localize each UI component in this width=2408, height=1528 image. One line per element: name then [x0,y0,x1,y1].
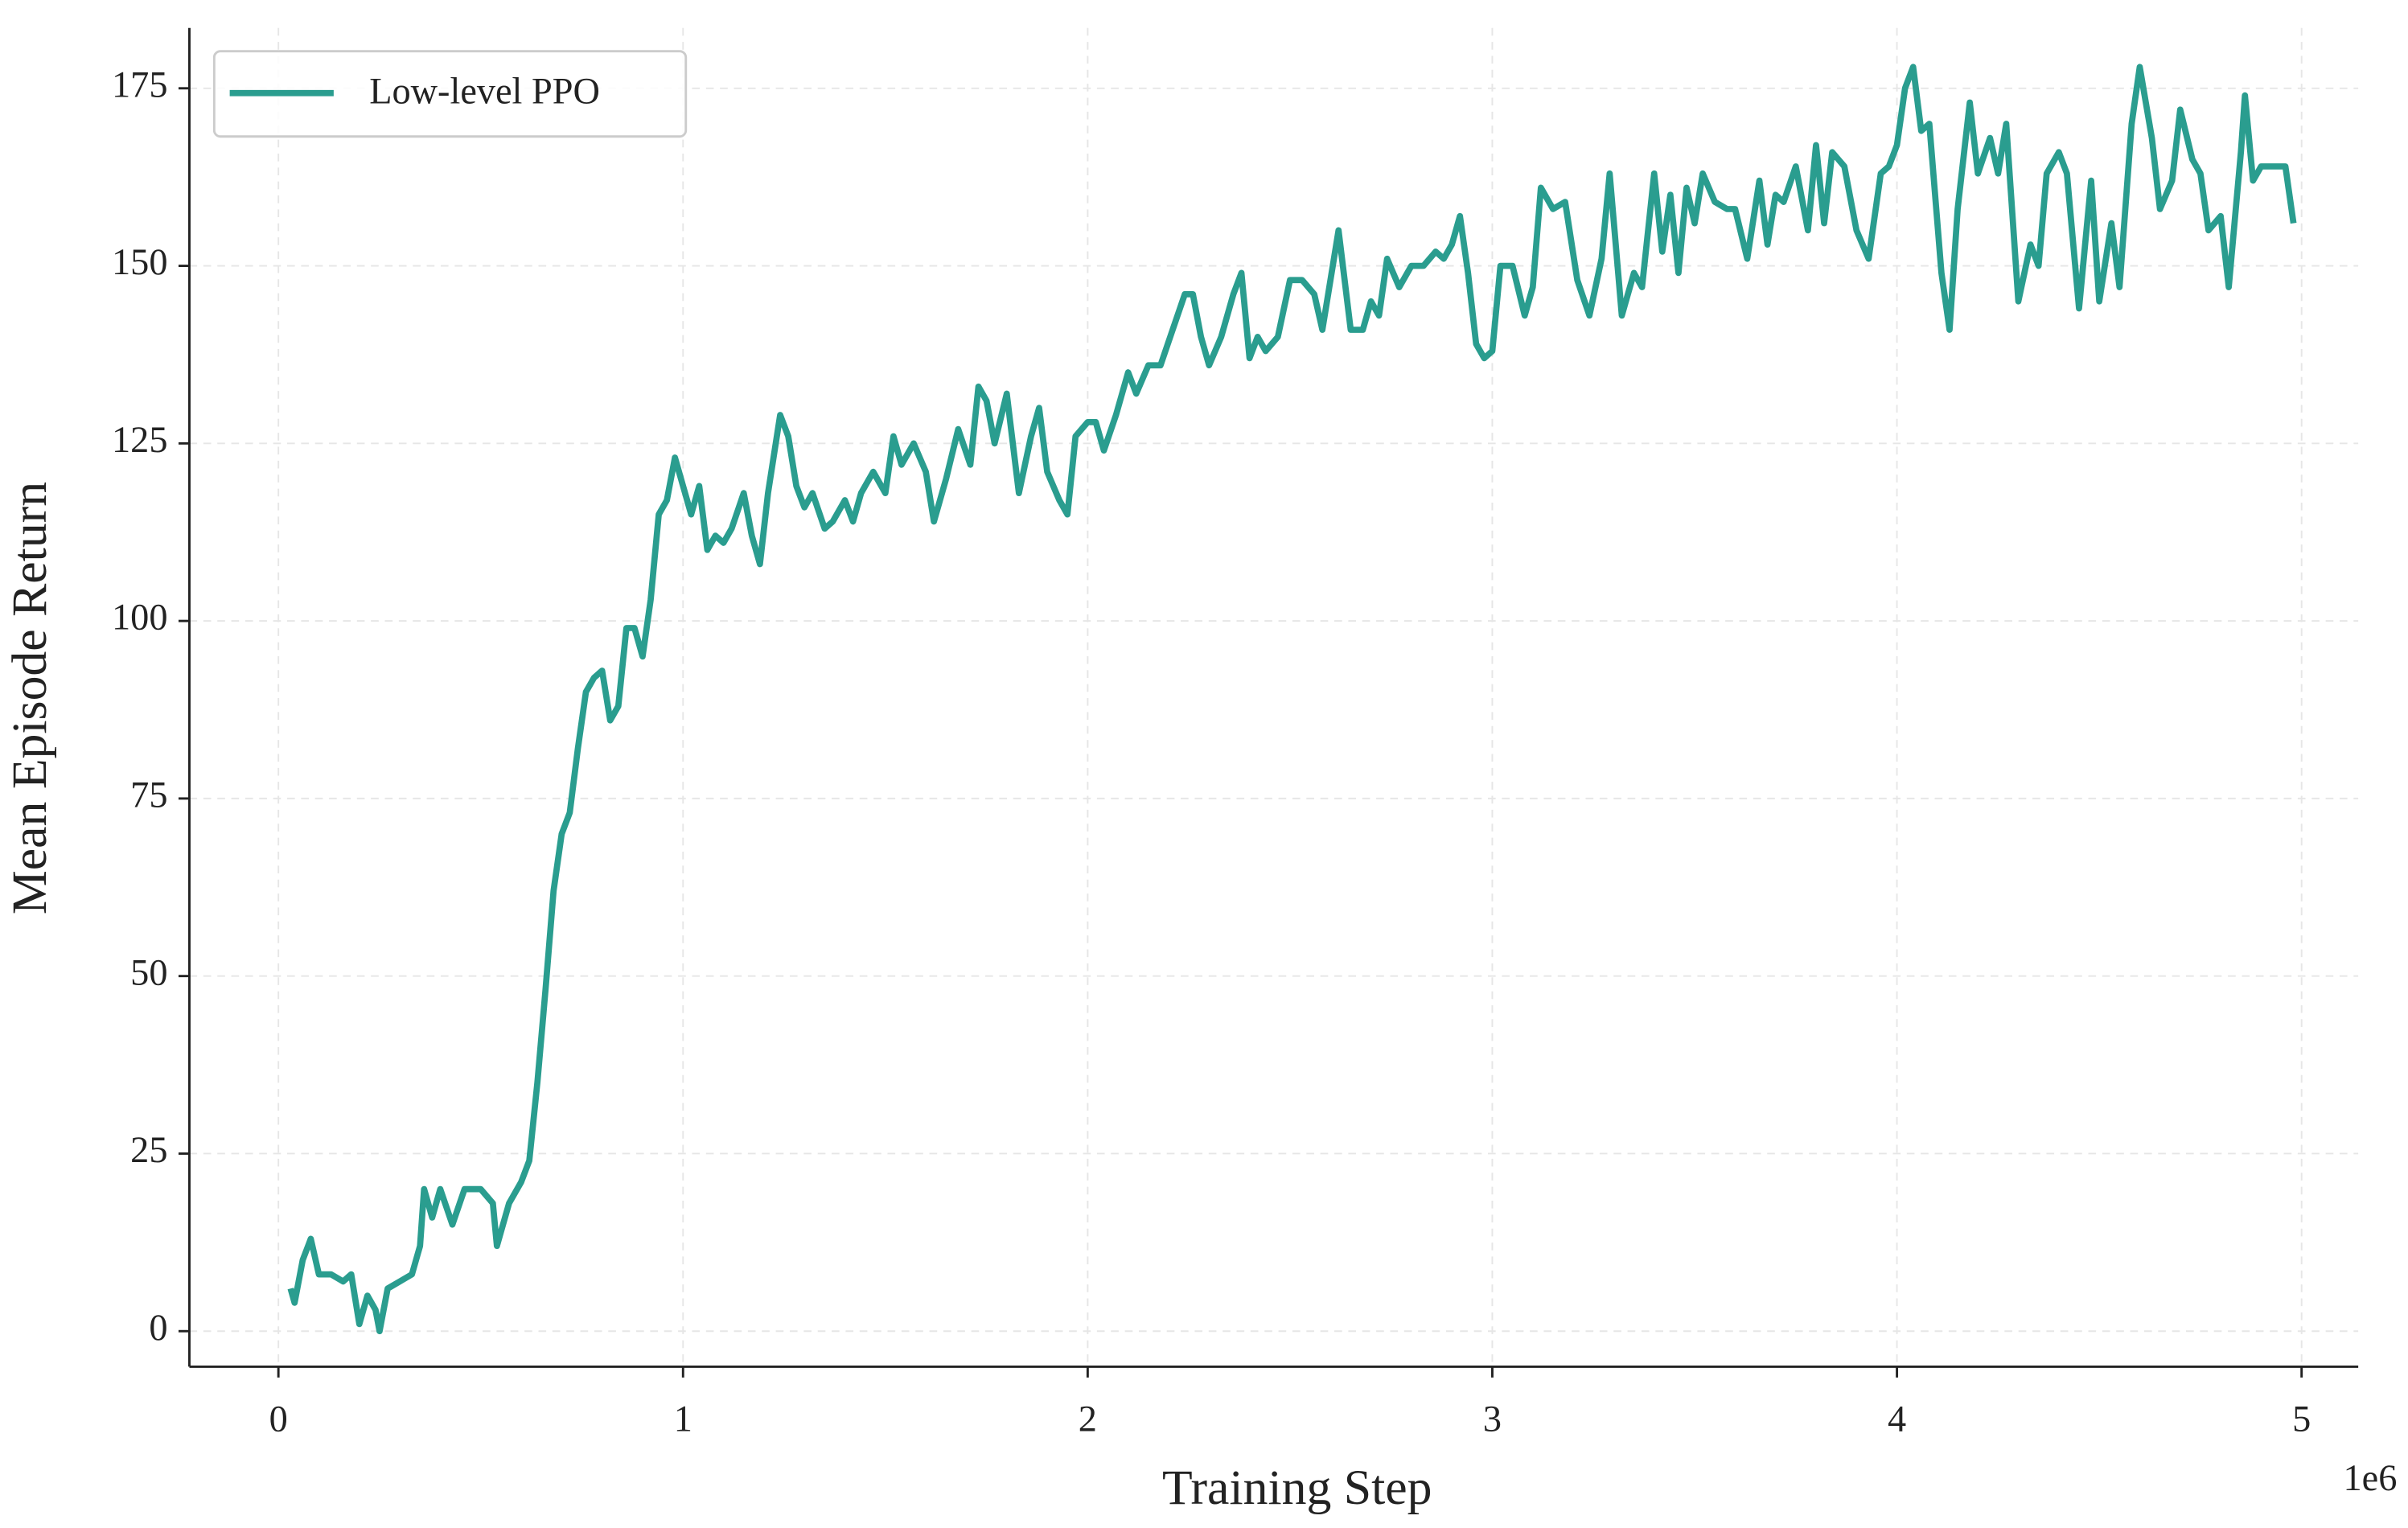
y-axis-label: Mean Episode Return [2,482,57,914]
y-tick-label: 150 [112,242,167,283]
y-tick-label: 75 [130,775,167,816]
series-line [287,64,2297,1335]
y-tick-label: 100 [112,598,167,639]
y-tick-label: 175 [112,64,167,105]
y-tick-label: 125 [112,420,167,461]
legend-label: Low-level PPO [369,71,600,112]
x-axis-label: Training Step [1162,1460,1432,1515]
legend-box [212,50,688,138]
x-tick-label: 0 [269,1399,288,1440]
x-offset-label: 1e6 [2344,1458,2398,1499]
x-tick-label: 4 [1888,1399,1906,1440]
y-tick-label: 50 [130,952,167,993]
x-tick-label: 2 [1079,1399,1097,1440]
x-tick-label: 5 [2292,1399,2311,1440]
x-tick-label: 1 [674,1399,692,1440]
y-tick-label: 25 [130,1130,167,1171]
x-tick-label: 3 [1483,1399,1502,1440]
y-tick-label: 0 [149,1308,167,1349]
